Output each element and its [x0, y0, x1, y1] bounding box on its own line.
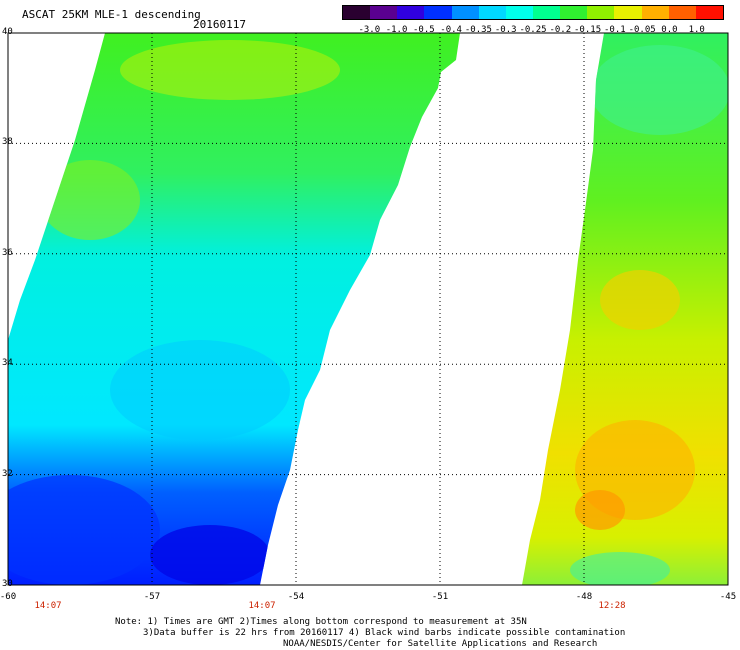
colorbar: [342, 5, 724, 20]
note-line-3: NOAA/NESDIS/Center for Satellite Applica…: [283, 639, 598, 649]
colorbar-segment: [641, 6, 669, 19]
right-swath: [522, 33, 728, 585]
colorbar-label: -0.2: [549, 25, 572, 35]
lon-label: -60: [0, 592, 17, 602]
lat-label: 32: [2, 468, 13, 479]
colorbar-label: -0.4: [440, 25, 462, 35]
colorbar-label: -0.1: [604, 25, 626, 35]
colorbar-segment: [505, 6, 533, 19]
colorbar-segment: [668, 6, 696, 19]
colorbar-segment: [695, 6, 723, 19]
colorbar-segment: [424, 6, 452, 19]
note-line-1: Note: 1) Times are GMT 2)Times along bot…: [115, 617, 527, 627]
left-swath: [8, 33, 460, 585]
lat-label: 40: [2, 27, 13, 37]
colorbar-segment: [451, 6, 479, 19]
colorbar-segment: [478, 6, 506, 19]
colorbar-label: -0.5: [413, 25, 435, 35]
lon-label: -54: [287, 592, 305, 602]
map-frame: [7, 32, 729, 586]
time-label-1: 14:07: [34, 601, 62, 611]
lat-label: 30: [2, 579, 13, 589]
map-title: ASCAT 25KM MLE-1 descending: [22, 8, 201, 21]
colorbar-label: -0.3: [494, 25, 517, 35]
colorbar-label: 1.0: [688, 25, 705, 35]
note-line-2: 3)Data buffer is 22 hrs from 20160117 4)…: [143, 628, 626, 638]
colorbar-segment: [532, 6, 561, 19]
time-label-2: 14:07: [248, 601, 276, 611]
colorbar-segment: [397, 6, 425, 19]
colorbar-label: -0.25: [519, 25, 547, 35]
lon-label: -45: [719, 592, 737, 602]
colorbar-segment: [560, 6, 588, 19]
lon-label: -51: [431, 592, 449, 602]
grid-lines: [8, 33, 728, 585]
lon-label: -57: [143, 592, 161, 602]
lat-label: 36: [2, 247, 13, 258]
colorbar-label: -1.0: [385, 25, 408, 35]
colorbar-label: -0.35: [464, 25, 492, 35]
lon-label: -48: [575, 592, 593, 602]
lat-label: 34: [2, 358, 13, 369]
colorbar-segment: [370, 6, 398, 19]
colorbar-label: 0.0: [661, 25, 678, 35]
colorbar-label: -0.15: [574, 25, 602, 35]
colorbar-segment: [343, 6, 371, 19]
colorbar-label: -0.05: [628, 25, 656, 35]
lat-label: 38: [2, 137, 13, 148]
colorbar-segment: [587, 6, 615, 19]
map-date: 20160117: [193, 18, 246, 31]
time-label-3: 12:28: [598, 601, 626, 611]
colorbar-segment: [614, 6, 642, 19]
colorbar-label: -3.0: [358, 25, 381, 35]
